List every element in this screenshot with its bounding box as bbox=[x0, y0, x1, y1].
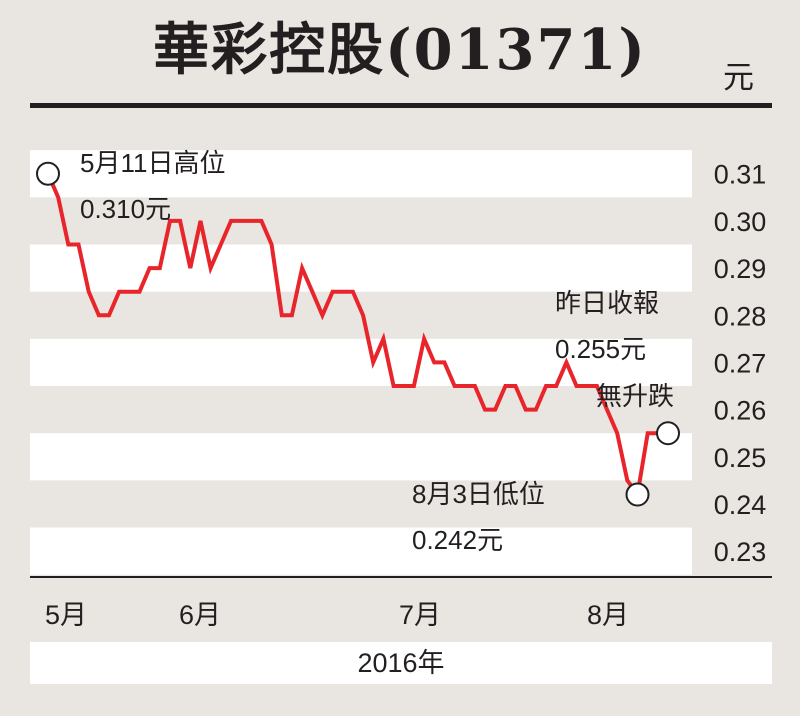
x-axis-line bbox=[30, 576, 772, 578]
price-line bbox=[46, 172, 668, 500]
grid-band bbox=[30, 150, 692, 198]
y-tick-label: 0.24 bbox=[714, 490, 767, 520]
annotation-high-label: 5月11日高位 bbox=[80, 148, 225, 178]
y-tick-label: 0.30 bbox=[714, 207, 767, 237]
y-tick-label: 0.26 bbox=[714, 396, 767, 426]
year-bar bbox=[30, 642, 772, 684]
y-tick-label: 0.25 bbox=[714, 443, 767, 473]
grid-band bbox=[30, 527, 692, 575]
y-tick-label: 0.27 bbox=[714, 348, 767, 378]
x-tick-label: 6月 bbox=[179, 600, 221, 630]
chart-title: 華彩控股(01371) bbox=[153, 17, 647, 83]
annotation-last-value: 0.255元 bbox=[555, 334, 646, 364]
high-marker bbox=[36, 161, 60, 186]
annotation-high-value: 0.310元 bbox=[80, 194, 171, 224]
x-tick-label: 7月 bbox=[399, 600, 441, 630]
unit-label: 元 bbox=[723, 60, 754, 95]
grid-band bbox=[30, 433, 692, 481]
x-tick-label: 5月 bbox=[45, 600, 87, 630]
last-marker bbox=[656, 421, 680, 446]
x-axis-label: 2016年 bbox=[357, 648, 445, 678]
title-rule bbox=[30, 103, 772, 108]
grid-band bbox=[30, 338, 692, 387]
y-tick-label: 0.28 bbox=[714, 301, 767, 331]
annotation-low-label: 8月3日低位 bbox=[412, 479, 545, 509]
grid-band bbox=[30, 244, 692, 292]
annotation-low-value: 0.242元 bbox=[412, 525, 503, 555]
x-tick-label: 8月 bbox=[587, 600, 629, 630]
low-marker bbox=[625, 482, 650, 507]
y-tick-label: 0.29 bbox=[714, 254, 767, 284]
annotation-last-change: 無升跌 bbox=[596, 381, 674, 411]
annotation-last-label: 昨日收報 bbox=[555, 288, 659, 318]
y-tick-label: 0.23 bbox=[714, 537, 767, 567]
y-tick-label: 0.31 bbox=[714, 160, 767, 190]
